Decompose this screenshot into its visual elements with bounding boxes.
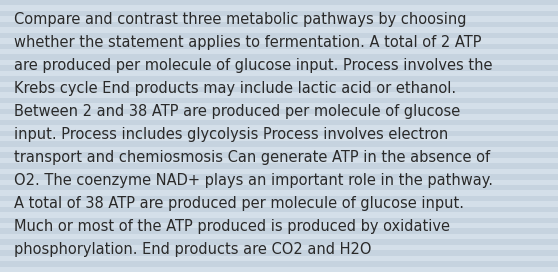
Bar [0,71,558,76]
Bar [0,49,558,54]
Bar [0,261,558,267]
Bar [0,27,558,33]
Bar [0,60,558,65]
Bar [0,98,558,103]
Bar [0,201,558,207]
Bar [0,152,558,158]
Bar [0,180,558,185]
Text: O2. The coenzyme NAD+ plays an important role in the pathway.: O2. The coenzyme NAD+ plays an important… [14,173,493,188]
Bar [0,169,558,174]
Bar [0,158,558,163]
Text: Krebs cycle End products may include lactic acid or ethanol.: Krebs cycle End products may include lac… [14,81,456,96]
Bar [0,212,558,218]
Bar [0,5,558,11]
Bar [0,0,558,5]
Bar [0,33,558,38]
Bar [0,120,558,125]
Bar [0,114,558,120]
Bar [0,16,558,22]
Bar [0,223,558,228]
Bar [0,239,558,245]
Bar [0,234,558,239]
Bar [0,76,558,82]
Bar [0,196,558,201]
Text: are produced per molecule of glucose input. Process involves the: are produced per molecule of glucose inp… [14,58,493,73]
Bar [0,250,558,256]
Text: A total of 38 ATP are produced per molecule of glucose input.: A total of 38 ATP are produced per molec… [14,196,464,211]
Bar [0,103,558,109]
Bar [0,109,558,114]
Text: Much or most of the ATP produced is produced by oxidative: Much or most of the ATP produced is prod… [14,219,450,234]
Bar [0,228,558,234]
Bar [0,190,558,196]
Bar [0,136,558,141]
Bar [0,22,558,27]
Text: transport and chemiosmosis Can generate ATP in the absence of: transport and chemiosmosis Can generate … [14,150,490,165]
Bar [0,207,558,212]
Bar [0,11,558,16]
Bar [0,245,558,250]
Text: whether the statement applies to fermentation. A total of 2 ATP: whether the statement applies to ferment… [14,35,482,50]
Bar [0,267,558,272]
Bar [0,87,558,92]
Bar [0,256,558,261]
Bar [0,82,558,87]
Bar [0,174,558,180]
Bar [0,185,558,190]
Bar [0,44,558,49]
Bar [0,141,558,147]
Text: input. Process includes glycolysis Process involves electron: input. Process includes glycolysis Proce… [14,127,448,142]
Bar [0,65,558,71]
Bar [0,54,558,60]
Text: Between 2 and 38 ATP are produced per molecule of glucose: Between 2 and 38 ATP are produced per mo… [14,104,460,119]
Bar [0,218,558,223]
Bar [0,125,558,131]
Bar [0,92,558,98]
Bar [0,163,558,169]
Bar [0,38,558,44]
Text: Compare and contrast three metabolic pathways by choosing: Compare and contrast three metabolic pat… [14,12,466,27]
Bar [0,131,558,136]
Bar [0,147,558,152]
Text: phosphorylation. End products are CO2 and H2O: phosphorylation. End products are CO2 an… [14,242,372,257]
